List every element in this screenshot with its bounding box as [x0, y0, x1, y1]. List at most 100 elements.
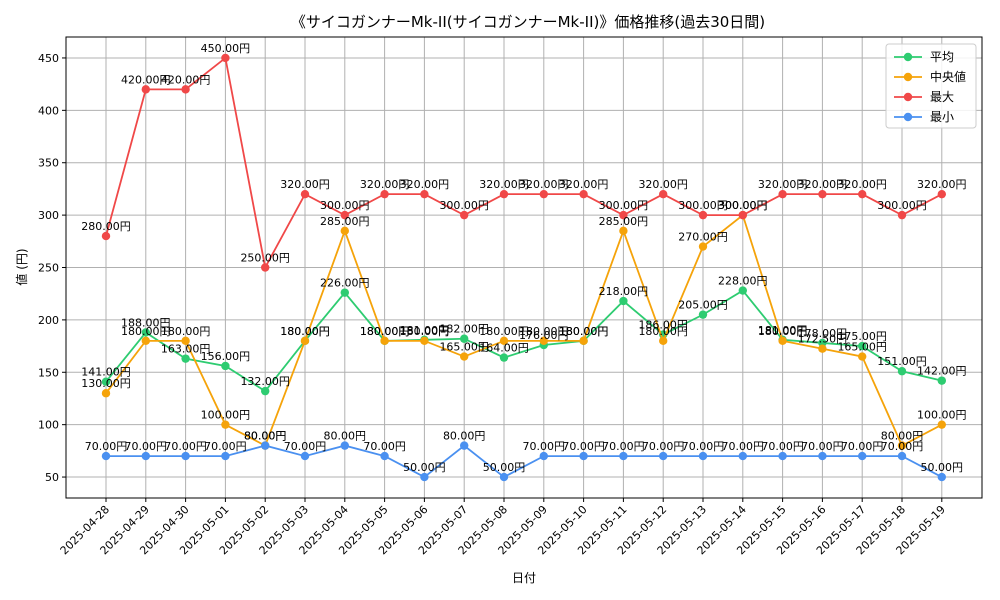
data-point	[818, 338, 827, 348]
data-point	[380, 189, 389, 199]
axis-ticks: 2025-04-282025-04-292025-04-302025-05-01…	[38, 52, 948, 557]
data-label: 450.00円	[201, 42, 251, 55]
y-tick-label: 150	[38, 366, 59, 379]
data-point	[858, 352, 867, 361]
data-label: 180.00円	[121, 325, 171, 338]
data-label: 285.00円	[599, 215, 649, 228]
data-point	[539, 451, 548, 461]
series-line	[105, 289, 943, 393]
data-point	[937, 472, 946, 482]
data-label: 180.00円	[638, 325, 688, 338]
data-label: 70.00円	[164, 440, 207, 453]
legend-label: 中央値	[930, 69, 966, 84]
chart-title: 《サイコガンナーMk-II(サイコガンナーMk-II)》価格推移(過去30日間)	[291, 13, 765, 31]
data-label: 141.00円	[81, 366, 131, 379]
series-lines	[101, 53, 946, 482]
data-label: 280.00円	[81, 220, 131, 233]
data-label: 142.00円	[917, 365, 967, 378]
data-point	[340, 288, 349, 297]
data-point	[340, 441, 349, 450]
data-label: 70.00円	[85, 440, 128, 453]
legend-marker	[903, 72, 913, 82]
data-point	[221, 451, 230, 461]
data-label: 80.00円	[443, 430, 486, 443]
data-point	[619, 296, 628, 306]
data-label: 70.00円	[881, 440, 924, 453]
data-label: 320.00円	[798, 178, 848, 191]
data-label: 180.00円	[400, 325, 450, 338]
data-point	[340, 210, 349, 220]
data-point	[499, 336, 509, 346]
data-label: 70.00円	[602, 440, 645, 453]
data-label: 320.00円	[837, 178, 887, 191]
data-point	[937, 376, 946, 385]
data-point	[101, 377, 111, 386]
data-label: 70.00円	[363, 440, 406, 453]
data-point	[499, 189, 509, 199]
data-label: 300.00円	[877, 199, 927, 212]
data-label: 70.00円	[125, 440, 168, 453]
data-label: 320.00円	[638, 178, 688, 191]
data-point	[141, 336, 150, 346]
data-point	[300, 336, 310, 346]
data-point	[818, 344, 827, 353]
plot-frame	[65, 36, 983, 499]
data-label: 70.00円	[204, 440, 247, 453]
data-point	[300, 189, 310, 199]
legend-marker	[903, 112, 913, 122]
data-point	[897, 367, 907, 376]
data-label: 80.00円	[244, 430, 287, 443]
data-label: 176.00円	[519, 329, 569, 342]
series-line	[105, 213, 943, 447]
data-label: 180.00円	[519, 325, 569, 338]
data-label: 320.00円	[280, 178, 330, 191]
data-label: 70.00円	[284, 440, 327, 453]
data-point	[858, 189, 867, 199]
data-label: 175.00円	[837, 330, 887, 343]
data-label: 250.00円	[240, 252, 290, 265]
data-point	[698, 210, 708, 220]
data-label: 205.00円	[678, 299, 728, 312]
data-point	[778, 336, 787, 346]
data-label: 300.00円	[718, 199, 768, 212]
data-label: 70.00円	[761, 440, 804, 453]
data-label: 180.00円	[559, 325, 609, 338]
data-point	[261, 441, 270, 450]
data-label: 80.00円	[324, 430, 367, 443]
data-label: 80.00円	[881, 430, 924, 443]
y-tick-label: 50	[45, 471, 59, 484]
data-point	[181, 451, 190, 461]
data-point	[698, 310, 708, 319]
data-label: 100.00円	[201, 409, 251, 422]
data-point	[460, 334, 469, 343]
data-label: 130.00円	[81, 377, 131, 390]
data-label: 180.00円	[479, 325, 529, 338]
data-label: 180.00円	[360, 325, 410, 338]
data-label: 164.00円	[479, 342, 529, 355]
data-point	[897, 441, 907, 450]
data-point	[659, 451, 668, 461]
data-label: 180.00円	[758, 325, 808, 338]
data-point	[619, 210, 628, 220]
data-point	[221, 420, 230, 429]
data-label: 285.00円	[320, 215, 370, 228]
data-label: 182.00円	[439, 323, 489, 336]
data-point	[261, 386, 270, 396]
data-point	[778, 189, 787, 199]
data-point	[340, 226, 349, 236]
data-label: 320.00円	[360, 178, 410, 191]
data-point	[619, 226, 628, 236]
legend-marker	[903, 52, 913, 62]
data-label: 80.00円	[244, 430, 287, 443]
data-point	[579, 189, 588, 199]
data-point	[818, 189, 827, 199]
series-line	[105, 56, 943, 271]
data-label: 320.00円	[917, 178, 967, 191]
y-tick-label: 100	[38, 419, 59, 432]
y-tick-label: 300	[38, 209, 59, 222]
y-tick-label: 250	[38, 262, 59, 275]
data-point	[539, 189, 548, 199]
